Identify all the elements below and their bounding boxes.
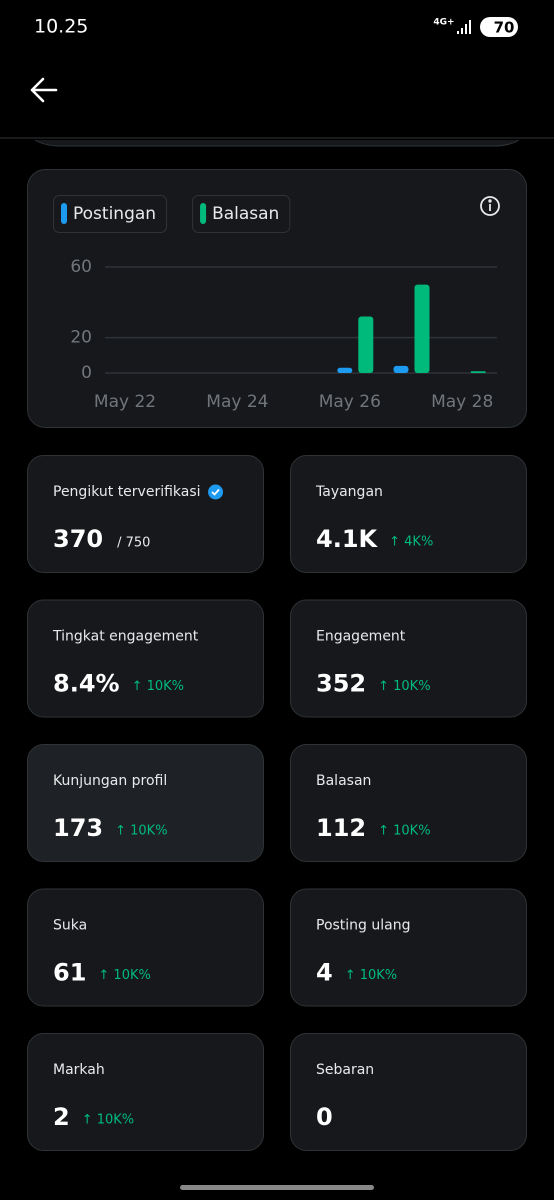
- metric-label: Posting ulang: [316, 918, 411, 934]
- metric-card[interactable]: [27, 1033, 264, 1151]
- metric-card[interactable]: [290, 888, 527, 1007]
- metric-value: 0: [316, 1103, 333, 1131]
- verified-badge: [208, 484, 224, 500]
- metric-change: ↑ 10K%: [98, 968, 150, 983]
- metric-label: Tayangan: [315, 484, 383, 500]
- verified-check: [211, 488, 220, 496]
- metric-change: ↑ 10K%: [378, 679, 430, 694]
- metric-value: 4: [316, 959, 333, 987]
- metric-value: 61: [53, 959, 86, 987]
- metric-label: Pengikut terverifikasi: [53, 484, 201, 500]
- metric-value: 2: [53, 1103, 70, 1131]
- bar: [470, 371, 486, 373]
- y-tick-label: 60: [70, 257, 92, 277]
- metric-card[interactable]: [27, 455, 264, 573]
- metric-card[interactable]: [290, 455, 527, 573]
- legend-swatch: [200, 203, 207, 224]
- metric-value: 173: [53, 814, 103, 842]
- metric-label: Suka: [53, 918, 87, 934]
- x-tick-label: May 22: [94, 392, 156, 412]
- y-tick-label: 20: [70, 328, 92, 348]
- x-tick-label: May 26: [319, 392, 381, 412]
- metric-suffix: / 750: [117, 536, 150, 551]
- metric-value: 370: [53, 525, 103, 553]
- chart-card: [27, 169, 527, 428]
- status-time: 10.25: [34, 16, 88, 38]
- metric-card[interactable]: [27, 744, 264, 862]
- metric-label: Tingkat engagement: [52, 629, 199, 645]
- x-tick-label: May 24: [206, 392, 268, 412]
- metric-card[interactable]: [27, 888, 264, 1007]
- metric-change: ↑ 4K%: [389, 535, 433, 550]
- metric-label: Markah: [53, 1062, 105, 1078]
- y-tick-label: 0: [81, 363, 92, 383]
- signal-icon: [457, 20, 471, 34]
- legend-item[interactable]: [192, 195, 291, 233]
- metric-change: ↑ 10K%: [132, 679, 184, 694]
- metric-label: Balasan: [316, 773, 371, 789]
- metric-change: ↑ 10K%: [345, 968, 397, 983]
- back-button[interactable]: [30, 77, 58, 103]
- home-indicator: [180, 1185, 374, 1190]
- legend-label: Postingan: [73, 204, 156, 224]
- info-icon[interactable]: [480, 196, 500, 216]
- metric-value: 112: [316, 814, 366, 842]
- battery-level: 70: [494, 19, 515, 37]
- legend-item[interactable]: [53, 195, 168, 233]
- status-network: 4G+: [433, 18, 454, 28]
- metric-change: ↑ 10K%: [378, 824, 430, 839]
- metric-card[interactable]: [290, 599, 527, 718]
- metric-label: Engagement: [316, 629, 406, 645]
- metric-value: 4.1K: [316, 525, 379, 553]
- metric-value: 352: [316, 670, 366, 698]
- metric-label: Kunjungan profil: [53, 773, 167, 789]
- x-tick-label: May 28: [431, 392, 493, 412]
- partial-card: [34, 139, 520, 147]
- bar: [337, 367, 353, 373]
- metric-change: ↑ 10K%: [115, 824, 167, 839]
- metric-card[interactable]: [27, 599, 264, 718]
- bar: [358, 316, 374, 373]
- bar: [414, 284, 430, 373]
- legend-label: Balasan: [212, 204, 279, 224]
- metric-card[interactable]: [290, 744, 527, 862]
- legend-swatch: [61, 203, 67, 224]
- bar: [393, 365, 409, 373]
- metric-value: 8.4%: [53, 670, 120, 698]
- metric-label: Sebaran: [316, 1062, 374, 1078]
- metric-card[interactable]: [290, 1033, 527, 1151]
- battery: [480, 17, 518, 37]
- metric-change: ↑ 10K%: [82, 1113, 134, 1128]
